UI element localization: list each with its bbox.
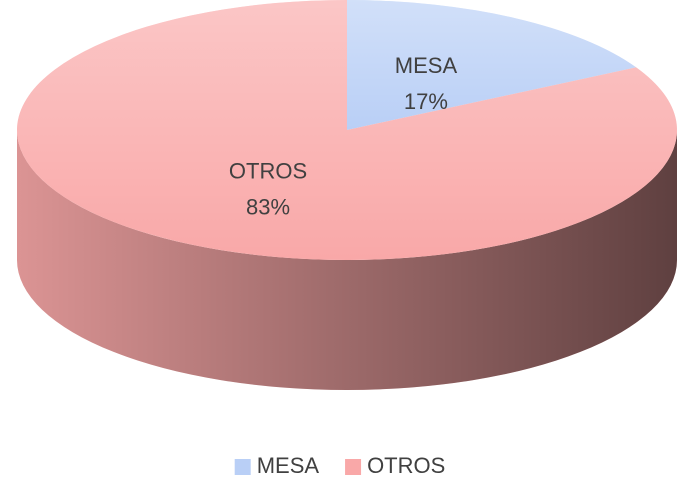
data-label-category: MESA [395, 53, 458, 78]
slice-side-shade [17, 130, 677, 390]
data-label-category: OTROS [229, 158, 307, 183]
data-label: 83% [246, 194, 290, 219]
legend-swatch [345, 459, 362, 475]
legend-label: MESA [257, 453, 320, 478]
slice-shade [16, 0, 678, 260]
data-label: 17% [404, 89, 448, 114]
legend: MESA OTROS [234, 453, 445, 478]
legend-swatch [234, 459, 251, 475]
legend-label: OTROS [367, 453, 445, 478]
slice-shade [347, 0, 637, 130]
